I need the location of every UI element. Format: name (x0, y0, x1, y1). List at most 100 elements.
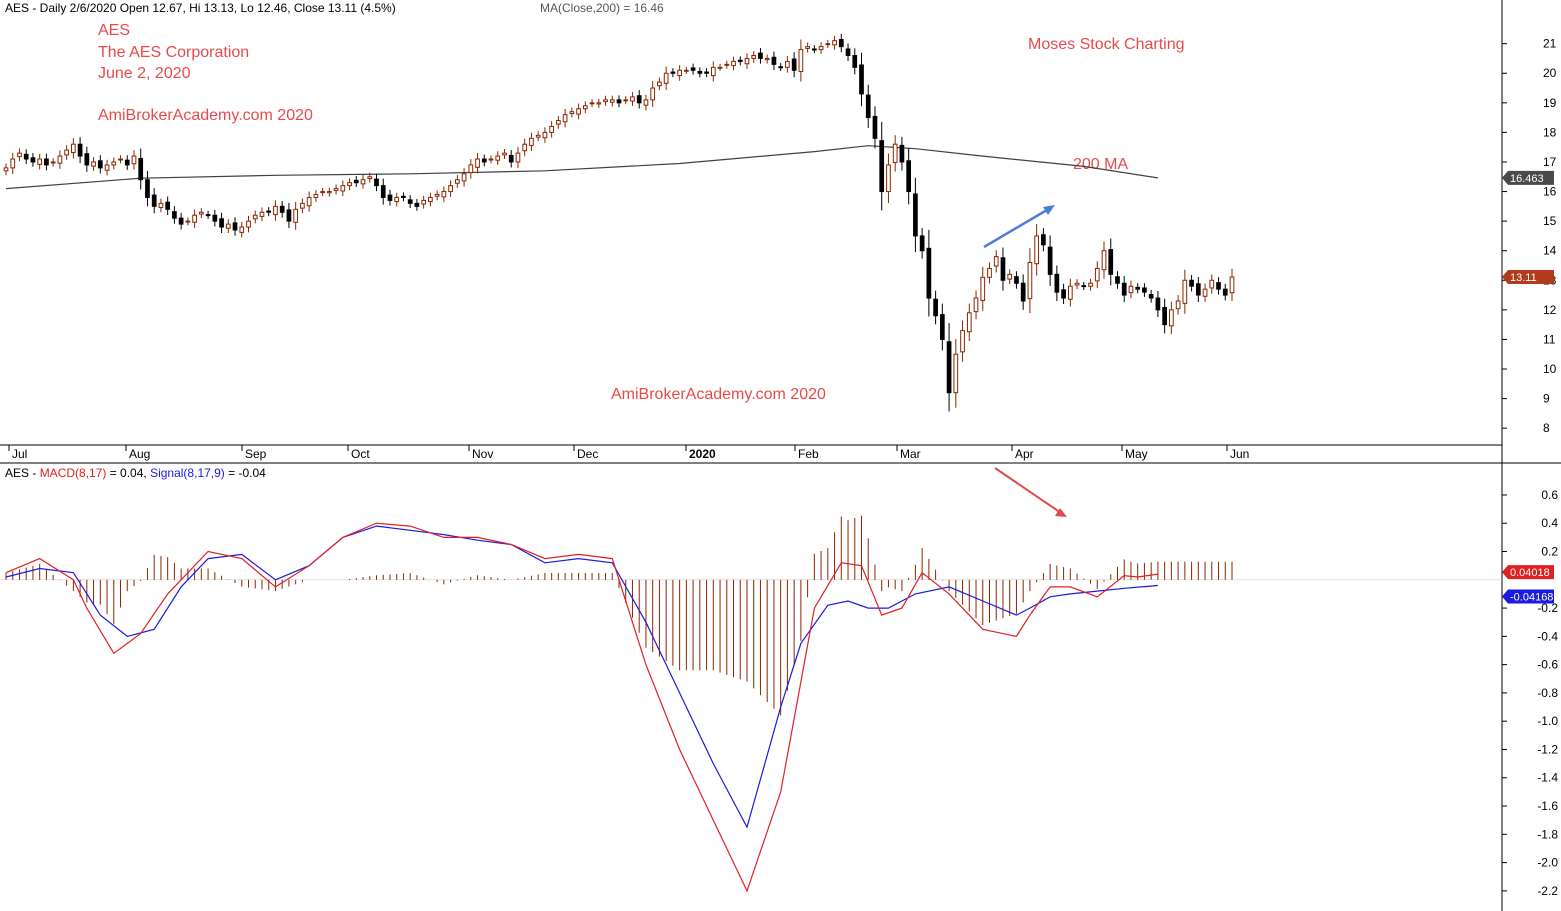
candle-body (84, 153, 90, 166)
candle-body (205, 214, 211, 217)
candle-body (387, 194, 393, 201)
signal-value-tag-label: -0.04168 (1510, 591, 1553, 603)
candle-body (1007, 273, 1013, 280)
price-tick-label: 14 (1543, 244, 1557, 258)
price-tick-label: 18 (1543, 125, 1557, 139)
candle-body (838, 39, 844, 48)
candle-body (468, 164, 474, 174)
candle-body (859, 64, 864, 95)
candle-body (1182, 279, 1188, 304)
candle-body (549, 125, 554, 133)
candle-body (542, 131, 548, 139)
candle-body (663, 72, 669, 84)
candle-body (320, 191, 325, 194)
candle-body (609, 99, 615, 103)
ma-price-tag-bg (1502, 170, 1554, 185)
macd-line (5, 522, 1158, 893)
price-tick-label: 20 (1543, 66, 1557, 80)
candle-body (360, 179, 366, 185)
candle-body (596, 102, 602, 105)
candle-body (151, 194, 157, 207)
candle-body (57, 155, 63, 164)
signal-header-value: = -0.04 (225, 466, 266, 480)
macd-tick-label: 0.6 (1541, 488, 1558, 502)
candle-body (865, 94, 871, 119)
candle-body (1189, 279, 1194, 287)
macd-tick-label: 0.2 (1541, 545, 1558, 559)
candle-body (630, 96, 635, 102)
candle-body (670, 71, 676, 74)
macd-tick-label: -0.6 (1537, 658, 1558, 672)
candle-body (818, 46, 824, 51)
candle-body (556, 120, 561, 125)
candle-body (252, 214, 258, 220)
price-tick-label: 17 (1543, 155, 1557, 169)
price-tick-label: 11 (1543, 332, 1556, 346)
candle-body (697, 70, 703, 74)
macd-value-tag-bg (1502, 565, 1554, 580)
candle-body (966, 312, 972, 333)
candle-body (690, 67, 696, 71)
price-tick-label: 8 (1543, 421, 1550, 435)
candle-body (333, 188, 339, 191)
candle-body (428, 196, 433, 203)
candle-body (118, 158, 123, 161)
candle-body (266, 210, 272, 213)
signal-line (5, 525, 1158, 829)
macd-tick-label: -1.4 (1537, 771, 1558, 785)
candle-body (1014, 276, 1019, 284)
site-annotation-bottom: AmiBrokerAcademy.com 2020 (611, 386, 826, 403)
date-tick-label: Feb (798, 447, 819, 461)
signal-value-tag-bg (1502, 589, 1554, 604)
candle-body (158, 202, 164, 209)
candle-body (192, 214, 197, 223)
date-tick-label: Mar (900, 447, 921, 461)
macd-header-value: = 0.04, (106, 466, 150, 480)
candle-body (805, 46, 810, 49)
candle-body (225, 223, 231, 229)
candle-body (448, 185, 453, 193)
candle-body (1054, 273, 1060, 293)
brand-annotation: Moses Stock Charting (1028, 36, 1185, 53)
candle-body (1222, 288, 1228, 296)
candle-body (10, 158, 16, 169)
candle-body (1115, 276, 1120, 284)
candle-body (973, 297, 979, 313)
candle-body (657, 81, 662, 87)
candle-body (313, 194, 319, 198)
macd-value-tag-label: 0.04018 (1510, 567, 1550, 579)
candle-body (172, 211, 177, 219)
price-tick-label: 15 (1543, 214, 1557, 228)
candle-body (495, 155, 501, 161)
price-tick-label: 9 (1543, 392, 1550, 406)
candle-body (636, 95, 642, 104)
candle-body (569, 111, 575, 114)
candle-body (684, 69, 689, 72)
ma-annotation: 200 MA (1073, 156, 1128, 173)
candle-body (30, 157, 36, 163)
candle-body (394, 196, 400, 203)
candle-body (589, 102, 595, 105)
candle-body (1094, 267, 1100, 282)
candle-body (50, 161, 56, 164)
company-annotation: The AES Corporation (98, 44, 249, 61)
candle-body (710, 66, 716, 77)
candle-body (71, 143, 76, 154)
candle-body (77, 143, 83, 157)
candle-body (353, 179, 359, 184)
candle-body (502, 152, 507, 156)
candle-body (1169, 309, 1174, 327)
candle-body (23, 153, 29, 160)
candle-body (441, 191, 447, 198)
candle-body (104, 164, 110, 171)
candle-body (286, 209, 292, 222)
candle-body (414, 202, 420, 207)
candle-body (933, 298, 938, 317)
candle-body (246, 220, 251, 228)
candle-body (744, 57, 750, 65)
candle-body (960, 330, 965, 353)
candle-body (340, 185, 346, 192)
candle-body (434, 194, 440, 197)
macd-tick-label: -1.6 (1537, 799, 1558, 813)
candle-body (576, 108, 581, 115)
